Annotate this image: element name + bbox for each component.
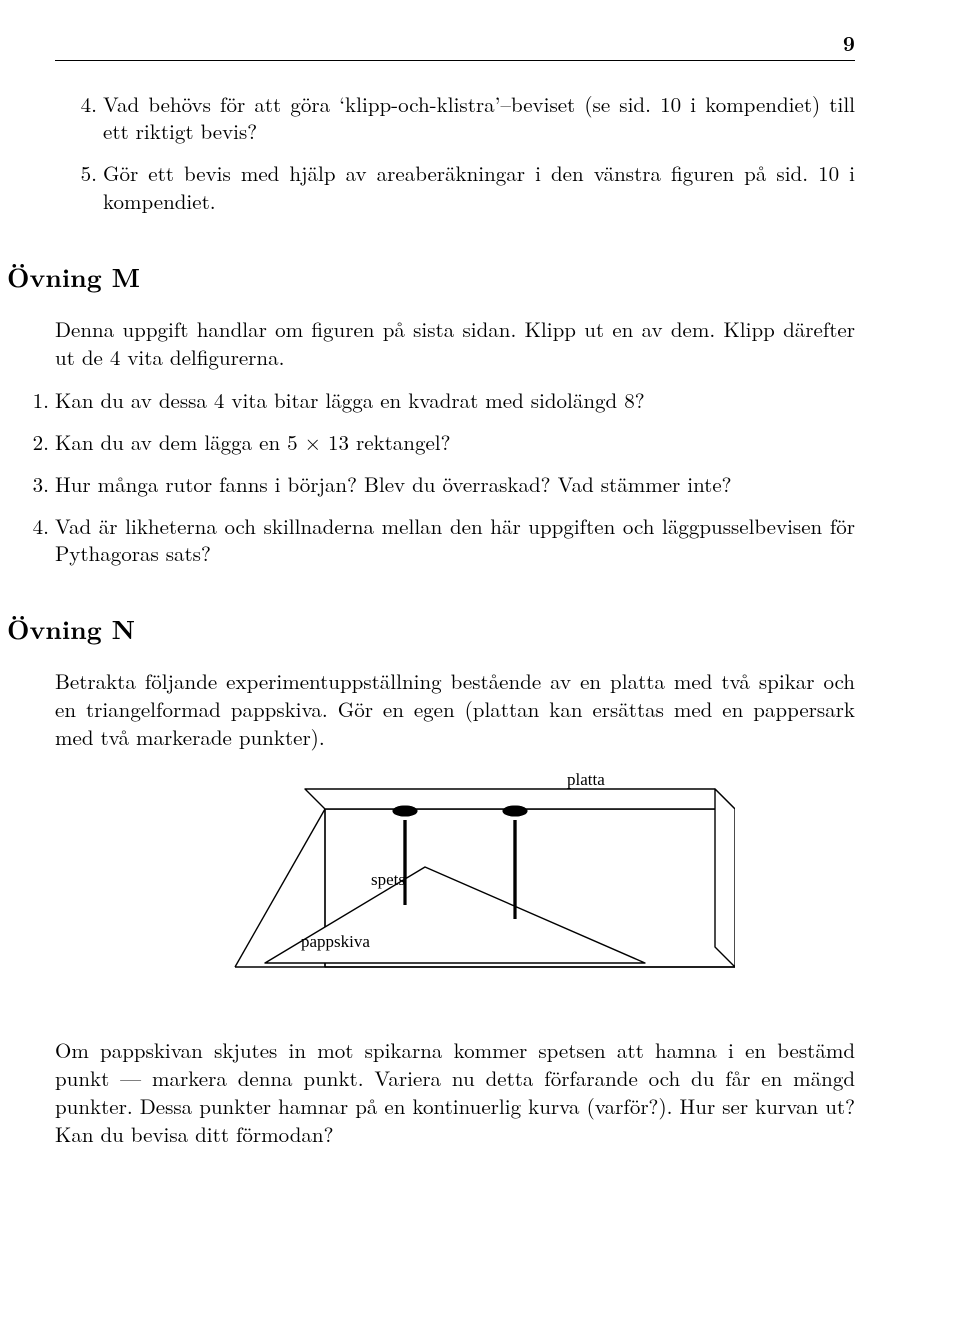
list-item: Kan du av dem lägga en 5 × 13 rektangel? [55, 429, 855, 457]
page-number: 9 [55, 30, 855, 58]
list-item: Kan du av dessa 4 vita bitar lägga en kv… [55, 387, 855, 415]
list-item: Hur många rutor fanns i början? Blev du … [55, 471, 855, 499]
list-item-text: Kan du av dem lägga en 5 × 13 rektangel? [55, 427, 451, 457]
ovning-m-list: Kan du av dessa 4 vita bitar lägga en kv… [55, 387, 855, 568]
svg-text:platta: platta [567, 770, 605, 789]
list-item-text: Vad är likheterna och skillnaderna mella… [55, 511, 855, 569]
list-item: Gör ett bevis med hjälp av areaberäkning… [103, 160, 855, 215]
list-item-text: Gör ett bevis med hjälp av areaberäkning… [103, 158, 855, 216]
ovning-n-outro: Om pappskivan skjutes in mot spikarna ko… [55, 1037, 855, 1148]
ovning-n-heading: Övning N [7, 612, 855, 646]
experiment-figure: platta spets pappskiva [55, 769, 855, 1019]
ovning-n-intro: Betrakta följande experimentuppställning… [55, 668, 855, 751]
list-item: Vad är likheterna och skillnaderna mella… [55, 513, 855, 568]
ovning-m-heading: Övning M [7, 260, 855, 294]
svg-text:spets: spets [371, 870, 405, 889]
list-item-text: Kan du av dessa 4 vita bitar lägga en kv… [55, 385, 645, 415]
experiment-svg: platta spets pappskiva [175, 769, 735, 1019]
svg-text:pappskiva: pappskiva [301, 932, 370, 951]
ovning-m-intro: Denna uppgift handlar om figuren på sist… [55, 316, 855, 371]
list-item: Vad behövs för att göra ‘klipp-och-klist… [103, 91, 855, 146]
top-ordered-list: Vad behövs för att göra ‘klipp-och-klist… [55, 91, 855, 216]
header-rule [55, 60, 855, 61]
list-item-text: Hur många rutor fanns i början? Blev du … [55, 469, 732, 499]
list-item-text: Vad behövs för att göra ‘klipp-och-klist… [103, 89, 855, 147]
